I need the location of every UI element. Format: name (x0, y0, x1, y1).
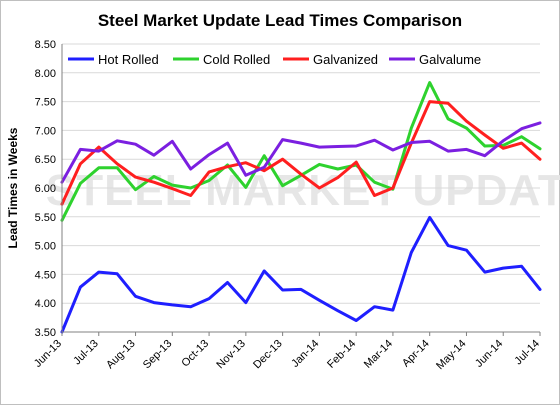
y-tick-label: 3.50 (35, 327, 56, 339)
legend-label-cold-rolled: Cold Rolled (203, 52, 270, 67)
series-line-galvalume (60, 121, 542, 184)
y-tick-label: 7.00 (35, 125, 56, 137)
y-tick-label: 7.50 (35, 97, 56, 109)
legend-label-hot-rolled: Hot Rolled (98, 52, 159, 67)
series-line-hot-rolled (60, 215, 542, 334)
y-tick-label: 6.00 (35, 183, 56, 195)
y-tick-label: 4.50 (35, 269, 56, 281)
y-tick-label: 5.00 (35, 241, 56, 253)
y-tick-label: 6.50 (35, 154, 56, 166)
y-axis-label: Lead Times in Weeks (6, 127, 20, 248)
y-tick-label: 5.50 (35, 212, 56, 224)
series-line-galvanized (60, 100, 542, 206)
legend-label-galvanized: Galvanized (313, 52, 378, 67)
chart-title: Steel Market Update Lead Times Compariso… (98, 11, 462, 30)
y-tick-label: 8.50 (35, 39, 56, 51)
y-tick-label: 8.00 (35, 68, 56, 80)
y-tick-label: 4.00 (35, 298, 56, 310)
legend-label-galvalume: Galvalume (419, 52, 481, 67)
